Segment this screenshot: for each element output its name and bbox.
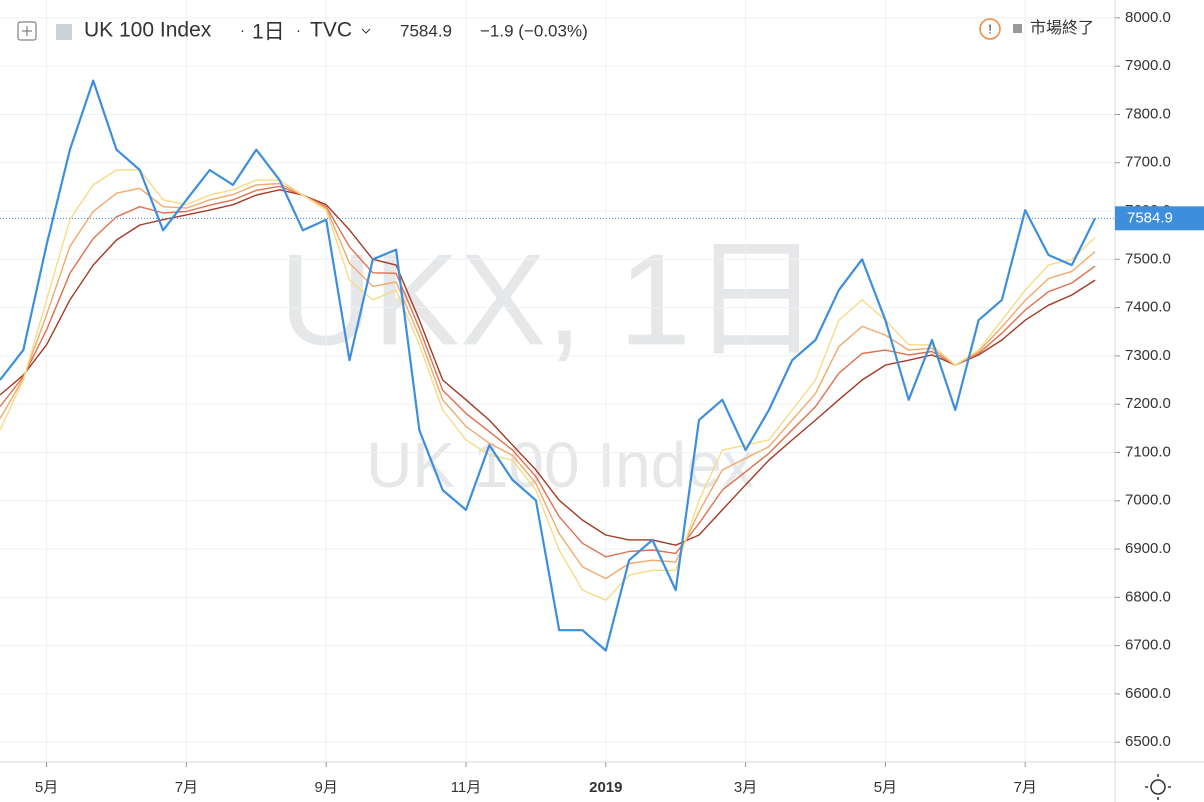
x-tick-label: 5月 <box>35 779 58 796</box>
x-tick-label: 7月 <box>1014 779 1037 796</box>
plot <box>0 79 1115 652</box>
last-price-tag <box>1115 206 1204 231</box>
status-icon <box>1013 24 1022 33</box>
y-tick-label: 6500.0 <box>1125 733 1171 750</box>
market-status: 市場終了 <box>1030 19 1094 37</box>
price-line <box>0 79 1097 652</box>
source[interactable]: TVC <box>310 19 352 42</box>
dropdown-icon[interactable] <box>361 28 371 34</box>
axes: 6500.0 6600.0 6700.0 6800.0 6900.0 7000.0 7100… <box>35 9 1204 796</box>
header: UK 100 Index · 1日 · TVC 7584.9 −1.9 (−0.… <box>17 18 1094 44</box>
flag-icon[interactable] <box>56 24 72 40</box>
x-tick-label: 5月 <box>874 779 897 796</box>
settings-icon[interactable] <box>1150 779 1166 795</box>
y-tick-label: 6800.0 <box>1125 588 1171 605</box>
plus-icon <box>22 26 32 36</box>
ribbon-line <box>0 182 1096 580</box>
symbol-title[interactable]: UK 100 Index <box>84 19 212 42</box>
last-price: 7584.9 <box>400 21 452 40</box>
y-tick-label: 7500.0 <box>1125 250 1171 267</box>
y-tick-label: 7700.0 <box>1125 154 1171 171</box>
ribbon-line <box>0 189 1096 546</box>
y-tick-label: 7300.0 <box>1125 347 1171 364</box>
y-tick-label: 7100.0 <box>1125 443 1171 460</box>
y-tick-label: 7800.0 <box>1125 105 1171 122</box>
add-symbol-button[interactable] <box>17 21 37 41</box>
x-tick-label: 9月 <box>315 779 338 796</box>
alert-mark: ! <box>988 21 992 36</box>
price-change: −1.9 (−0.03%) <box>480 21 588 40</box>
settings-button[interactable] <box>1145 774 1171 800</box>
last-price-label: 7584.9 <box>1127 209 1173 226</box>
y-tick-label: 7200.0 <box>1125 395 1171 412</box>
x-tick-label: 2019 <box>589 779 622 796</box>
y-tick-label: 6700.0 <box>1125 637 1171 654</box>
y-tick-label: 7000.0 <box>1125 492 1171 509</box>
settings-rays <box>1145 774 1171 800</box>
x-tick-label: 11月 <box>451 779 482 796</box>
x-tick-label: 3月 <box>734 779 757 796</box>
y-tick-label: 6600.0 <box>1125 685 1171 702</box>
separator: · <box>296 22 301 39</box>
interval[interactable]: 1日 <box>252 21 285 44</box>
grid <box>0 0 1115 762</box>
y-tick-label: 8000.0 <box>1125 9 1171 26</box>
y-tick-label: 7400.0 <box>1125 299 1171 316</box>
ribbon-line <box>0 185 1096 558</box>
y-tick-label: 6900.0 <box>1125 540 1171 557</box>
separator: · <box>240 22 245 39</box>
x-tick-label: 7月 <box>175 779 198 796</box>
y-tick-label: 7900.0 <box>1125 57 1171 74</box>
watermark-symbol: UKX, 1日 <box>279 226 821 372</box>
alert-icon[interactable] <box>979 18 1001 40</box>
